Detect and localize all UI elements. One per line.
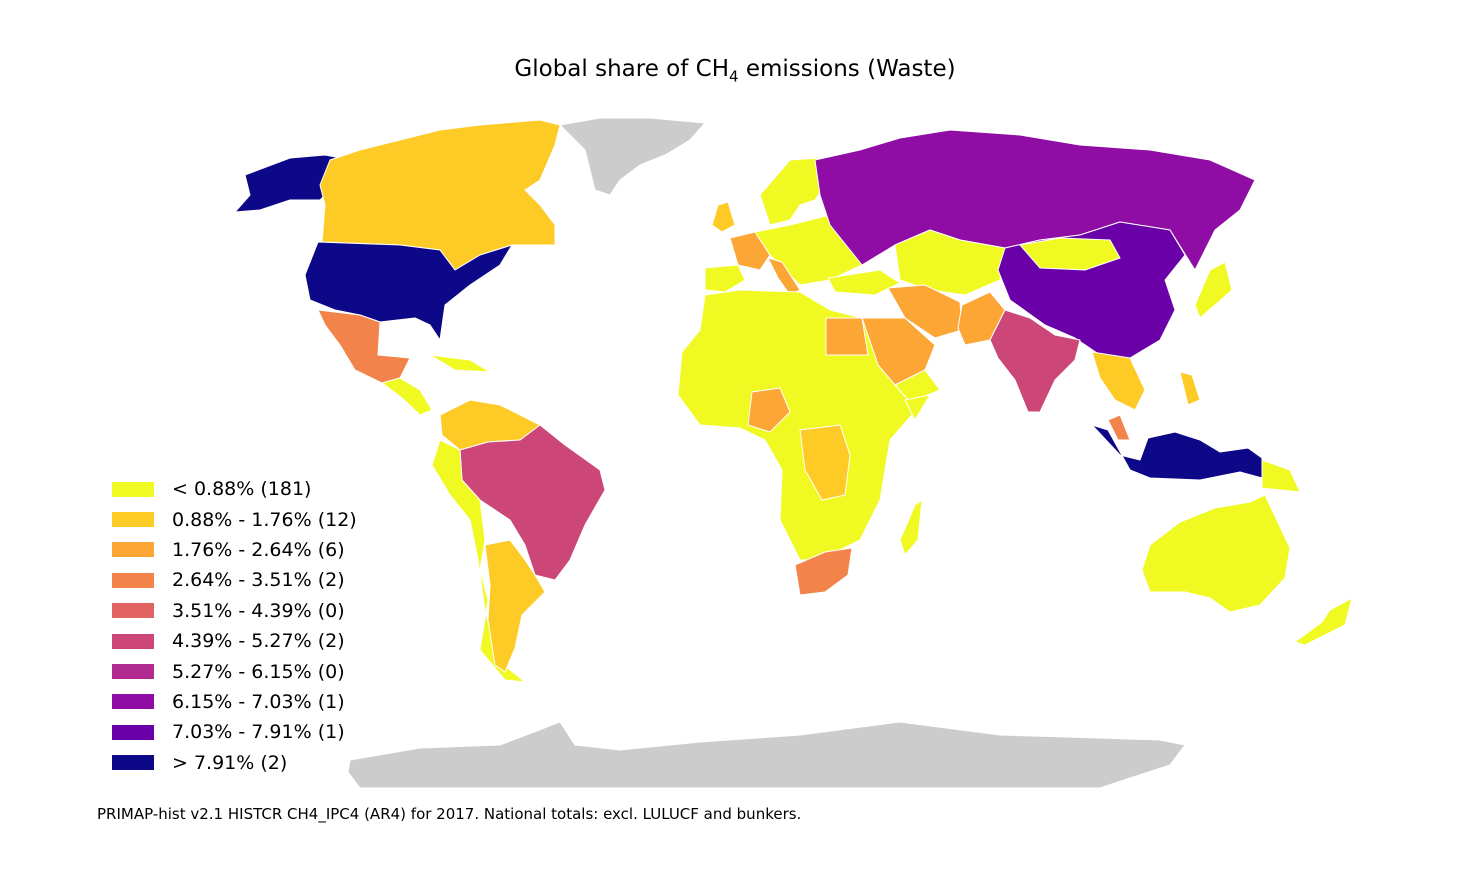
legend-swatch (112, 572, 154, 588)
legend-item: < 0.88% (181) (112, 474, 357, 504)
south-africa (794, 547, 853, 596)
nigeria (747, 387, 791, 433)
new-zealand (1294, 597, 1353, 646)
philippines (1179, 371, 1201, 406)
caribbean (429, 354, 491, 373)
kazakhstan (894, 229, 1006, 296)
andean-west (431, 439, 526, 683)
iberia (704, 264, 746, 293)
egypt (825, 317, 869, 356)
scandinavia (759, 157, 829, 226)
legend-item: 4.39% - 5.27% (2) (112, 626, 357, 656)
antarctica (347, 721, 1186, 789)
legend-item: 5.27% - 6.15% (0) (112, 656, 357, 686)
legend-swatch (112, 694, 154, 710)
legend-swatch (112, 603, 154, 619)
legend-label: 3.51% - 4.39% (0) (172, 599, 345, 622)
southeast-asia (1091, 351, 1146, 411)
legend: < 0.88% (181) 0.88% - 1.76% (12) 1.76% -… (112, 474, 357, 778)
greenland (559, 117, 706, 196)
legend-item: > 7.91% (2) (112, 748, 357, 778)
legend-label: 7.03% - 7.91% (1) (172, 721, 345, 744)
france (729, 231, 771, 271)
legend-swatch (112, 542, 154, 558)
legend-label: 1.76% - 2.64% (6) (172, 538, 345, 561)
somalia (904, 394, 931, 421)
legend-item: 1.76% - 2.64% (6) (112, 535, 357, 565)
uk (711, 201, 736, 233)
legend-item: 0.88% - 1.76% (12) (112, 504, 357, 534)
legend-item: 6.15% - 7.03% (1) (112, 687, 357, 717)
central-america (381, 377, 433, 416)
legend-label: > 7.91% (2) (172, 751, 288, 774)
legend-swatch (112, 633, 154, 649)
malaysia (1107, 414, 1131, 441)
argentina (484, 539, 546, 673)
indonesia (1091, 424, 1263, 481)
legend-item: 2.64% - 3.51% (2) (112, 565, 357, 595)
legend-item: 3.51% - 4.39% (0) (112, 596, 357, 626)
australia (1141, 494, 1291, 613)
mexico (317, 309, 411, 384)
legend-item: 7.03% - 7.91% (1) (112, 717, 357, 747)
papua-new-guinea (1261, 459, 1301, 493)
usa (304, 241, 513, 341)
legend-swatch (112, 481, 154, 497)
legend-swatch (112, 664, 154, 680)
legend-swatch (112, 724, 154, 740)
legend-label: 2.64% - 3.51% (2) (172, 569, 345, 592)
legend-label: 5.27% - 6.15% (0) (172, 660, 345, 683)
brazil (459, 424, 606, 581)
madagascar (899, 499, 923, 556)
map-title: Global share of CH4 emissions (Waste) (514, 56, 956, 86)
legend-label: < 0.88% (181) (172, 478, 312, 501)
legend-label: 4.39% - 5.27% (2) (172, 630, 345, 653)
japan (1194, 261, 1233, 319)
mongolia (1019, 237, 1121, 271)
source-footnote: PRIMAP-hist v2.1 HISTCR CH4_IPC4 (AR4) f… (97, 805, 802, 823)
turkey (827, 269, 901, 296)
legend-label: 6.15% - 7.03% (1) (172, 690, 345, 713)
alaska (234, 154, 353, 213)
india (989, 309, 1081, 413)
dr-congo (799, 424, 851, 501)
legend-swatch (112, 755, 154, 771)
north-africa (677, 289, 926, 561)
legend-label: 0.88% - 1.76% (12) (172, 508, 357, 531)
legend-swatch (112, 512, 154, 528)
